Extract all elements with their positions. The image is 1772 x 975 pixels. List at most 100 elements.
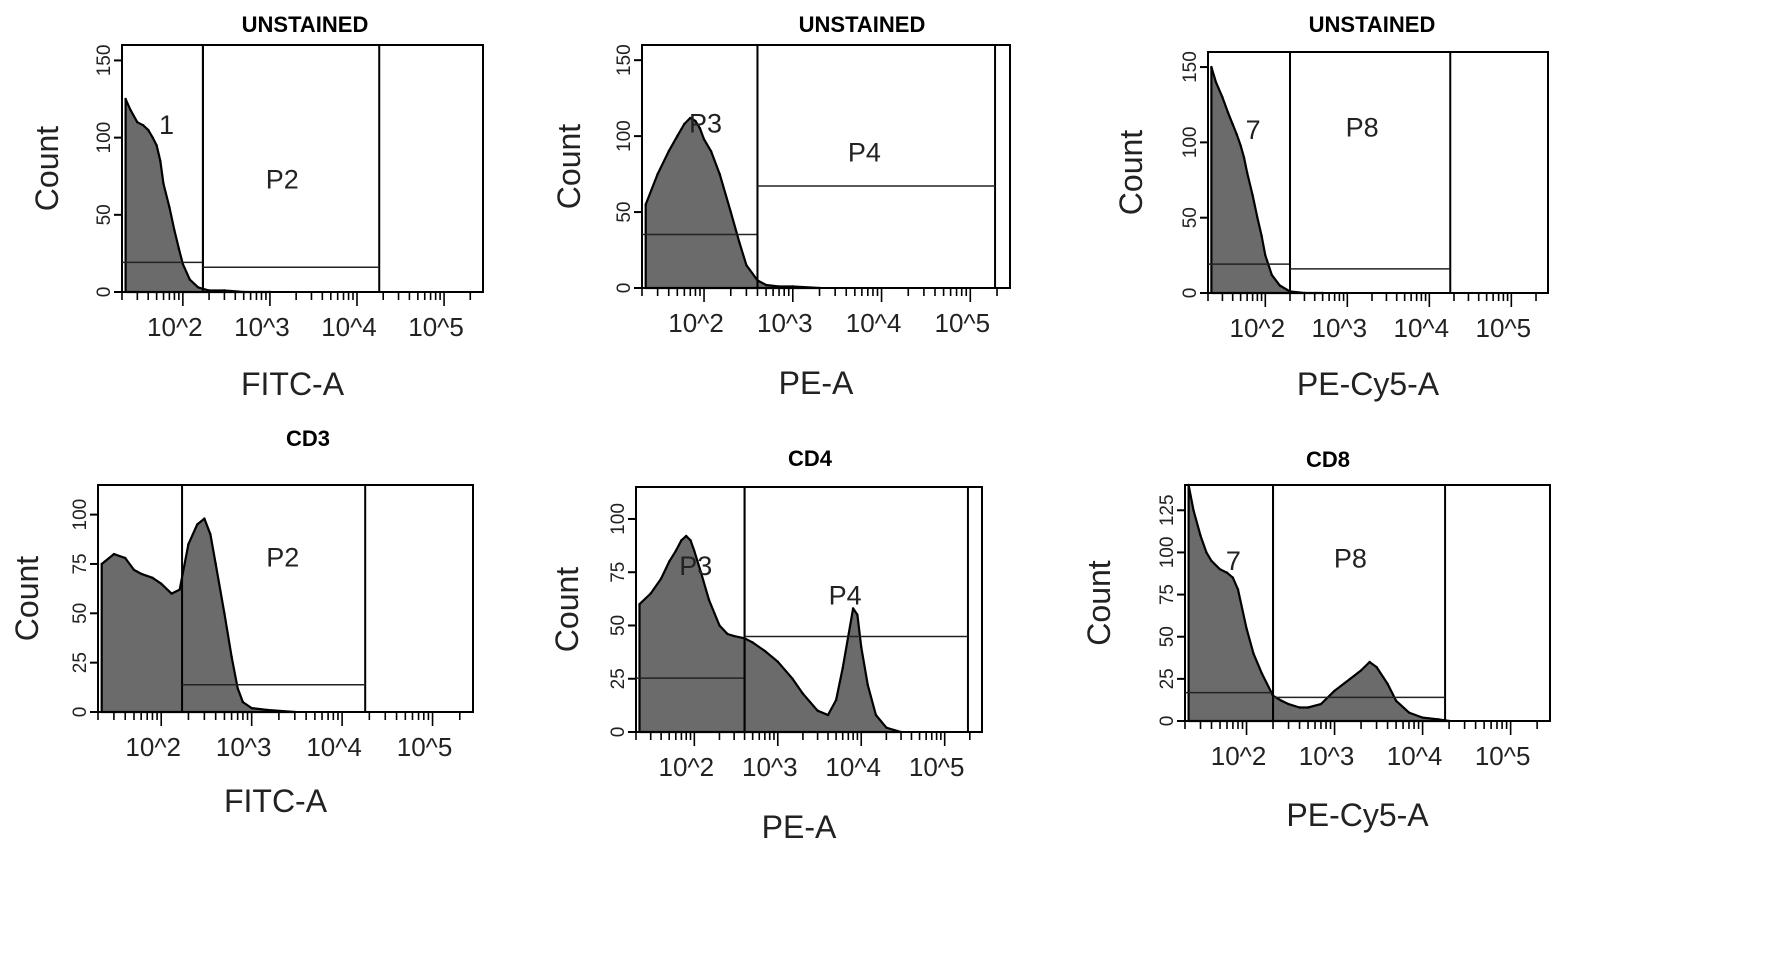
y-tick-label: 50 — [614, 201, 635, 222]
y-tick-label: 50 — [608, 615, 629, 636]
gate-label: P8 — [1334, 544, 1367, 574]
x-axis-label: PE-A — [762, 809, 837, 845]
histogram-bin — [1333, 689, 1336, 692]
y-tick-label: 0 — [614, 283, 635, 294]
x-tick-label: 10^5 — [1475, 741, 1531, 771]
gate-label: 1 — [159, 110, 174, 140]
chart-panel-2: UNSTAINED P3 P4 0 50 100 150 10^2 10^3 10^4 10^5 PE… — [551, 12, 1011, 401]
y-tick-label: 50 — [1180, 207, 1201, 228]
gate-label: 7 — [1246, 115, 1261, 145]
chart-panel-5: CD4 P3 P4 0 25 50 75 100 10^2 10^3 10^4 10^5 PE-A Cou… — [549, 446, 983, 845]
y-tick-label: 0 — [94, 287, 115, 298]
x-tick-label: 10^2 — [659, 752, 715, 782]
y-tick-label: 125 — [1157, 494, 1178, 526]
histogram-bin — [707, 598, 711, 602]
chart-panel-6: CD8 7 P8 0 25 50 75 100 125 10^2 10^3 10^4 10^5 PE-Cy… — [1081, 447, 1551, 833]
histogram-bin — [1231, 576, 1235, 579]
histogram-bin — [1407, 711, 1411, 714]
histogram-bin — [1260, 672, 1264, 675]
histogram-bin — [214, 562, 217, 566]
x-tick-label: 10^5 — [935, 308, 991, 338]
gate-label: P2 — [266, 543, 299, 573]
x-tick-label: 10^4 — [846, 308, 902, 338]
plot-frame — [1184, 484, 1551, 722]
y-tick-label: 50 — [70, 603, 91, 624]
histogram-bin — [1264, 254, 1267, 257]
y-tick-label: 100 — [70, 499, 91, 531]
histogram-area — [1210, 66, 1324, 295]
x-tick-label: 10^2 — [1230, 313, 1286, 343]
x-tick-label: 10^3 — [234, 312, 290, 342]
histogram-bin — [155, 144, 158, 147]
histogram-bin — [1319, 702, 1323, 706]
histogram-bin — [1306, 706, 1310, 709]
x-tick-label: 10^2 — [125, 732, 181, 762]
x-axis-label: PE-Cy5-A — [1286, 797, 1429, 833]
histogram-bin — [1235, 133, 1239, 136]
y-tick-label: 150 — [1180, 51, 1201, 83]
panel-title: CD8 — [1306, 447, 1350, 472]
histogram-bin — [834, 698, 838, 702]
histogram-bin — [685, 534, 688, 538]
histogram-bin — [1192, 509, 1195, 512]
histogram-area — [1187, 483, 1451, 723]
histogram-bin — [791, 677, 794, 680]
histogram-area — [644, 116, 821, 290]
histogram-bin — [173, 229, 176, 232]
histogram-bin — [729, 210, 732, 214]
panel-title: CD4 — [788, 446, 833, 471]
histogram-bin — [177, 247, 181, 250]
y-tick-label: 75 — [1157, 584, 1178, 605]
histogram-bin — [638, 603, 641, 606]
histogram-bin — [841, 666, 844, 670]
histogram-bin — [197, 286, 200, 289]
histogram-bin — [726, 632, 729, 636]
y-tick-label: 100 — [94, 122, 115, 154]
histogram-bin — [1214, 80, 1218, 84]
gate-label: P4 — [848, 138, 881, 168]
chart-panel-4: CD3 P2 0 25 50 75 100 10^2 10^3 10^4 10^5 FITC-A Cou… — [9, 426, 474, 819]
histogram-bin — [1221, 96, 1224, 99]
histogram-bin — [1260, 234, 1263, 237]
histogram-bin — [1205, 551, 1208, 554]
x-tick-label: 10^4 — [1387, 741, 1443, 771]
histogram-bin — [1218, 568, 1222, 571]
x-tick-label: 10^4 — [306, 732, 362, 762]
histogram-bin — [816, 709, 819, 712]
gate-label: P8 — [1346, 112, 1379, 142]
histogram-bin — [147, 128, 150, 132]
y-tick-label: 0 — [608, 727, 629, 738]
histogram-bin — [1436, 718, 1440, 721]
histogram-bin — [142, 124, 145, 127]
histogram-bin — [209, 533, 212, 536]
histogram-bin — [124, 97, 127, 101]
histogram-bin — [241, 700, 245, 704]
x-tick-label: 10^4 — [1394, 313, 1450, 343]
histogram-bin — [1245, 171, 1249, 174]
histogram-bin — [732, 634, 736, 638]
x-tick-label: 10^4 — [825, 752, 881, 782]
y-tick-label: 150 — [94, 45, 115, 77]
histogram-bin — [764, 283, 768, 287]
histogram-bin — [694, 119, 697, 123]
histogram-bin — [1359, 669, 1363, 672]
x-axis-label: PE-Cy5-A — [1297, 366, 1440, 402]
y-tick-label: 0 — [1157, 716, 1178, 727]
y-axis-label: Count — [1081, 560, 1117, 646]
histogram-bin — [709, 150, 713, 153]
histogram-bin — [689, 116, 692, 120]
y-axis-label: Count — [1113, 130, 1149, 216]
histogram-bin — [188, 278, 191, 281]
histogram-bin — [667, 150, 670, 153]
x-tick-label: 10^2 — [1211, 741, 1267, 771]
histogram-bin — [1252, 652, 1255, 655]
histogram-bin — [1270, 273, 1274, 277]
histogram-bin — [668, 560, 671, 563]
x-tick-label: 10^3 — [216, 732, 272, 762]
histogram-bin — [1368, 660, 1371, 664]
histogram-bin — [1210, 559, 1213, 563]
plot-frame — [1207, 51, 1549, 294]
histogram-bin — [751, 641, 754, 644]
histogram-bin — [250, 706, 253, 710]
y-tick-label: 75 — [608, 562, 629, 583]
